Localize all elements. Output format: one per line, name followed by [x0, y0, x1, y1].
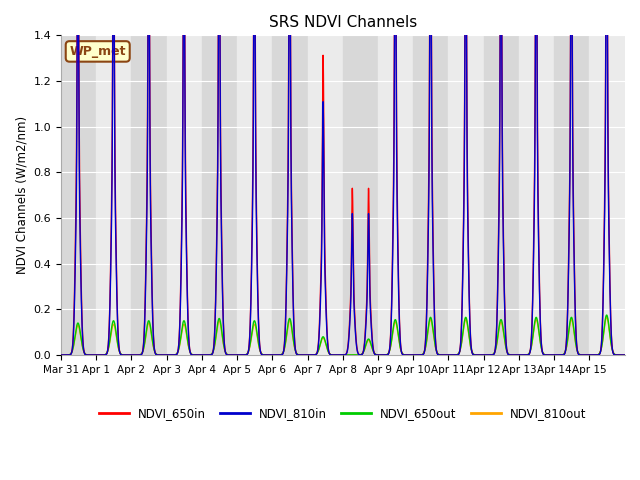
Bar: [554, 36, 589, 355]
Title: SRS NDVI Channels: SRS NDVI Channels: [269, 15, 417, 30]
Bar: [96, 36, 131, 355]
NDVI_810in: [525, 351, 533, 357]
NDVI_650out: [57, 352, 65, 358]
NDVI_650in: [621, 352, 628, 358]
NDVI_810out: [394, 332, 402, 337]
NDVI_810out: [342, 352, 349, 358]
NDVI_650in: [57, 352, 65, 358]
Text: WP_met: WP_met: [70, 45, 126, 58]
Bar: [61, 36, 96, 355]
NDVI_650in: [540, 352, 548, 358]
NDVI_810out: [57, 352, 65, 358]
NDVI_810in: [364, 259, 372, 264]
NDVI_810in: [394, 254, 402, 260]
NDVI_650out: [525, 350, 533, 356]
Bar: [378, 36, 413, 355]
NDVI_650out: [603, 312, 611, 318]
Bar: [237, 36, 273, 355]
NDVI_650out: [540, 351, 548, 357]
Bar: [589, 36, 625, 355]
Y-axis label: NDVI Channels (W/m2/nm): NDVI Channels (W/m2/nm): [15, 116, 28, 274]
Bar: [273, 36, 308, 355]
NDVI_810out: [174, 349, 182, 355]
Bar: [343, 36, 378, 355]
Line: NDVI_650in: NDVI_650in: [61, 0, 625, 355]
Bar: [449, 36, 484, 355]
NDVI_810out: [540, 351, 548, 357]
NDVI_650in: [364, 242, 372, 248]
NDVI_650out: [174, 349, 182, 355]
Bar: [413, 36, 449, 355]
NDVI_810in: [57, 352, 65, 358]
NDVI_650out: [364, 336, 372, 342]
NDVI_650out: [498, 317, 506, 323]
NDVI_650in: [174, 348, 182, 354]
NDVI_810out: [621, 352, 628, 358]
Bar: [308, 36, 343, 355]
NDVI_650out: [342, 352, 349, 358]
Bar: [519, 36, 554, 355]
Bar: [166, 36, 202, 355]
NDVI_810out: [364, 338, 372, 344]
Bar: [131, 36, 166, 355]
Line: NDVI_810out: NDVI_810out: [61, 317, 625, 355]
NDVI_810in: [540, 352, 547, 358]
Line: NDVI_810in: NDVI_810in: [61, 0, 625, 355]
NDVI_810in: [621, 352, 628, 358]
NDVI_650in: [394, 240, 402, 246]
NDVI_650out: [621, 352, 628, 358]
Legend: NDVI_650in, NDVI_810in, NDVI_650out, NDVI_810out: NDVI_650in, NDVI_810in, NDVI_650out, NDV…: [95, 402, 591, 425]
NDVI_810out: [603, 314, 611, 320]
Line: NDVI_650out: NDVI_650out: [61, 315, 625, 355]
NDVI_810out: [498, 320, 506, 325]
NDVI_650in: [525, 351, 533, 357]
NDVI_810out: [525, 350, 533, 356]
NDVI_810in: [174, 349, 182, 355]
Bar: [484, 36, 519, 355]
NDVI_650out: [394, 330, 402, 336]
Bar: [202, 36, 237, 355]
